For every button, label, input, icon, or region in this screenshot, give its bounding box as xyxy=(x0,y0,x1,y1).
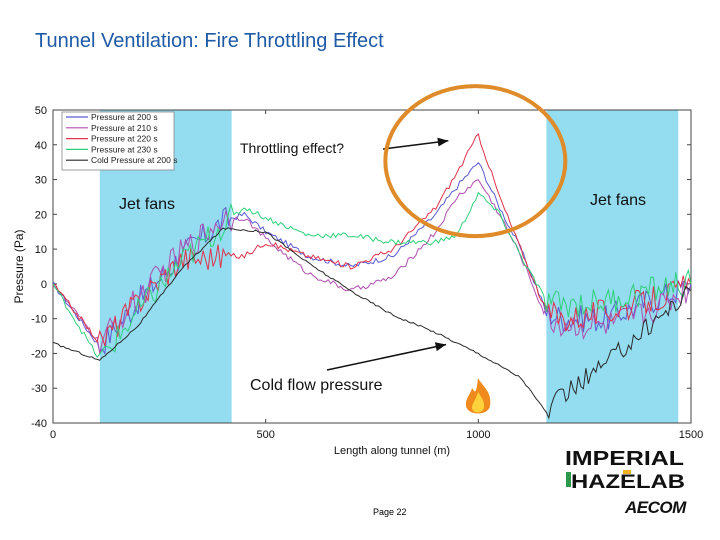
cold-flow-annotation-arrow xyxy=(326,342,447,371)
y-tick-label: -40 xyxy=(31,418,47,430)
chart-series xyxy=(52,133,692,420)
plot-frame xyxy=(52,109,692,424)
slide-title: Tunnel Ventilation: Fire Throttling Effe… xyxy=(35,30,384,52)
y-tick-label: -10 xyxy=(31,314,47,326)
jet-fan-regions: Jet fans Jet fans xyxy=(99,110,679,423)
y-axis-label: Pressure (Pa) xyxy=(12,229,26,303)
series-line-cold-pressure-at-200-s xyxy=(52,227,692,420)
y-tick-label: 0 xyxy=(41,279,47,291)
y-tick-label: -20 xyxy=(31,348,47,360)
logo-imperial-text: IMPERIAL xyxy=(565,448,684,470)
aecom-logo: AECOM xyxy=(625,498,686,517)
y-tick-label: 10 xyxy=(35,244,47,256)
y-tick-label: 40 xyxy=(35,140,47,152)
series-line-pressure-at-210-s xyxy=(52,179,692,354)
y-tick-label: 50 xyxy=(35,105,47,117)
x-tick-label: 1500 xyxy=(679,429,703,441)
legend-entry: Pressure at 200 s xyxy=(91,112,158,122)
jet-fan-label: Jet fans xyxy=(119,196,175,213)
legend-entry: Cold Pressure at 200 s xyxy=(91,155,177,165)
imperial-hazelab-logo: IMPERIAL HAZELAB xyxy=(563,446,686,490)
throttling-highlight-circle xyxy=(383,84,568,239)
series-line-pressure-at-230-s xyxy=(52,191,692,358)
jet-fan-label: Jet fans xyxy=(590,192,646,209)
fire-icon xyxy=(465,378,491,414)
page-number: Page 22 xyxy=(373,507,407,517)
y-tick-label: 30 xyxy=(35,175,47,187)
x-tick-label: 0 xyxy=(50,429,56,441)
y-tick-label: -30 xyxy=(31,383,47,395)
legend-entry: Pressure at 220 s xyxy=(91,134,158,144)
cold-flow-annotation-label: Cold flow pressure xyxy=(250,377,383,394)
chart-annotations: Throttling effect? Cold flow pressure xyxy=(240,84,568,394)
throttling-annotation-arrow xyxy=(382,137,449,150)
legend-entry: Pressure at 210 s xyxy=(91,123,158,133)
x-tick-label: 500 xyxy=(256,429,274,441)
x-axis-label: Length along tunnel (m) xyxy=(334,445,450,457)
logo-hazelab-text: HAZELAB xyxy=(571,472,685,490)
throttling-annotation-label: Throttling effect? xyxy=(240,140,344,156)
legend-entry: Pressure at 230 s xyxy=(91,144,158,154)
x-tick-label: 1000 xyxy=(466,429,490,441)
jet-fan-region xyxy=(546,110,679,423)
y-tick-label: 20 xyxy=(35,209,47,221)
